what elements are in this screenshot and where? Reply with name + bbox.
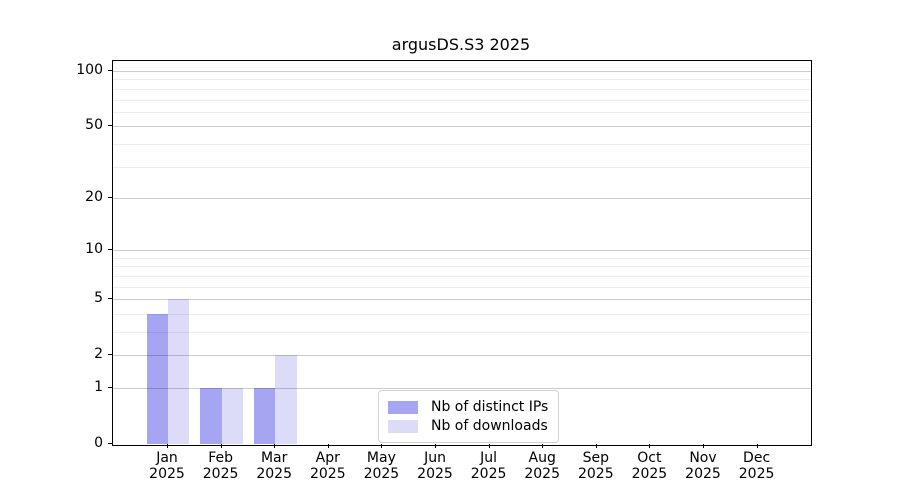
x-tick-mark-feb bbox=[220, 444, 222, 448]
x-tick-year: 2025 bbox=[256, 466, 292, 482]
x-tick-label-mar: Mar 2025 bbox=[239, 450, 309, 482]
x-tick-label-sep: Sep 2025 bbox=[561, 450, 631, 482]
bar-downloads-feb bbox=[221, 387, 243, 444]
x-tick-year: 2025 bbox=[417, 466, 453, 482]
gridline-major-10 bbox=[113, 250, 811, 252]
x-tick-label-apr: Apr 2025 bbox=[293, 450, 363, 482]
plot-area bbox=[112, 60, 812, 446]
x-tick-mark-jul bbox=[488, 444, 490, 448]
y-tick-mark-50 bbox=[108, 125, 112, 127]
x-tick-label-jul: Jul 2025 bbox=[454, 450, 524, 482]
legend-item-downloads: Nb of downloads bbox=[388, 417, 548, 435]
x-tick-month: Feb bbox=[208, 450, 233, 466]
legend-label-downloads: Nb of downloads bbox=[431, 418, 548, 434]
x-tick-year: 2025 bbox=[685, 466, 721, 482]
y-tick-mark-20 bbox=[108, 196, 112, 198]
legend-swatch-distinct-ips bbox=[388, 400, 418, 414]
bar-downloads-jan bbox=[168, 299, 190, 444]
y-tick-mark-100 bbox=[108, 69, 112, 71]
x-tick-month: Aug bbox=[528, 450, 556, 466]
gridline-minor-90 bbox=[113, 79, 811, 81]
y-tick-label-1: 1 bbox=[94, 378, 103, 395]
x-tick-mark-oct bbox=[649, 444, 651, 448]
x-tick-year: 2025 bbox=[738, 466, 775, 482]
x-tick-label-dec: Dec 2025 bbox=[722, 450, 792, 482]
gridline-major-100 bbox=[113, 71, 811, 72]
gridline-minor-60 bbox=[113, 111, 811, 113]
bar-downloads-mar bbox=[275, 355, 297, 444]
y-tick-mark-5 bbox=[108, 298, 112, 300]
x-tick-month: Oct bbox=[637, 450, 662, 466]
y-tick-mark-10 bbox=[108, 249, 112, 251]
legend-swatch-downloads bbox=[388, 419, 418, 433]
x-tick-label-nov: Nov 2025 bbox=[668, 450, 738, 482]
x-tick-mark-may bbox=[381, 444, 383, 448]
y-tick-label-10: 10 bbox=[85, 241, 103, 258]
gridline-minor-80 bbox=[113, 88, 811, 90]
y-tick-label-5: 5 bbox=[94, 290, 103, 307]
gridline-minor-6 bbox=[113, 286, 811, 288]
x-tick-label-may: May 2025 bbox=[346, 450, 416, 482]
x-tick-year: 2025 bbox=[149, 466, 185, 482]
x-tick-label-jan: Jan 2025 bbox=[132, 450, 202, 482]
x-tick-year: 2025 bbox=[577, 466, 614, 482]
y-tick-label-20: 20 bbox=[85, 188, 103, 205]
gridline-minor-3 bbox=[113, 332, 811, 333]
x-tick-mark-apr bbox=[327, 444, 329, 448]
gridline-minor-70 bbox=[113, 99, 811, 101]
x-tick-month: Jul bbox=[480, 450, 498, 466]
gridline-major-2 bbox=[113, 355, 811, 357]
x-tick-year: 2025 bbox=[363, 466, 400, 482]
gridline-minor-8 bbox=[113, 266, 811, 268]
legend-label-distinct-ips: Nb of distinct IPs bbox=[431, 399, 549, 415]
gridline-minor-40 bbox=[113, 143, 811, 145]
x-tick-month: Jan bbox=[156, 450, 178, 466]
x-tick-mark-sep bbox=[595, 444, 597, 448]
x-tick-mark-aug bbox=[542, 444, 544, 448]
y-tick-label-100: 100 bbox=[76, 61, 103, 78]
x-tick-mark-mar bbox=[274, 444, 276, 448]
x-tick-month: Nov bbox=[689, 450, 717, 466]
gridline-minor-9 bbox=[113, 257, 811, 259]
y-tick-label-2: 2 bbox=[94, 346, 103, 363]
x-tick-mark-jun bbox=[435, 444, 436, 448]
x-tick-label-oct: Oct 2025 bbox=[614, 450, 684, 482]
legend-item-distinct-ips: Nb of distinct IPs bbox=[388, 398, 548, 416]
x-tick-label-jun: Jun 2025 bbox=[400, 450, 470, 482]
gridline-minor-30 bbox=[113, 166, 811, 168]
bar-distinct-ips-mar bbox=[253, 387, 276, 444]
gridline-minor-7 bbox=[113, 275, 811, 277]
gridline-minor-4 bbox=[113, 313, 811, 315]
x-tick-month: Sep bbox=[582, 450, 609, 466]
x-tick-mark-dec bbox=[756, 444, 758, 448]
bar-distinct-ips-jan bbox=[146, 313, 168, 444]
x-tick-month: Mar bbox=[260, 450, 288, 466]
gridline-major-20 bbox=[113, 197, 811, 199]
y-tick-mark-1 bbox=[108, 386, 112, 388]
y-tick-mark-0 bbox=[108, 443, 112, 444]
x-tick-mark-nov bbox=[703, 444, 704, 448]
x-tick-month: Dec bbox=[743, 450, 771, 466]
x-tick-month: May bbox=[366, 450, 396, 466]
x-tick-label-aug: Aug 2025 bbox=[507, 450, 577, 482]
x-tick-month: Apr bbox=[315, 450, 340, 466]
x-tick-year: 2025 bbox=[470, 466, 507, 482]
y-tick-label-0: 0 bbox=[94, 435, 103, 451]
gridline-major-50 bbox=[113, 126, 811, 128]
x-tick-month: Jun bbox=[424, 450, 446, 466]
bar-distinct-ips-feb bbox=[200, 387, 222, 444]
y-tick-label-50: 50 bbox=[85, 117, 103, 134]
x-tick-label-feb: Feb 2025 bbox=[186, 450, 256, 482]
chart-title: argusDS.S3 2025 bbox=[391, 35, 531, 54]
x-tick-mark-jan bbox=[167, 444, 168, 448]
gridline-major-5 bbox=[113, 299, 811, 301]
x-tick-year: 2025 bbox=[202, 466, 239, 482]
legend: Nb of distinct IPs Nb of downloads bbox=[378, 390, 560, 443]
x-tick-year: 2025 bbox=[309, 466, 346, 482]
gridline-major-1 bbox=[113, 388, 811, 389]
x-tick-year: 2025 bbox=[524, 466, 560, 482]
y-tick-mark-2 bbox=[108, 354, 112, 356]
x-tick-year: 2025 bbox=[631, 466, 668, 482]
